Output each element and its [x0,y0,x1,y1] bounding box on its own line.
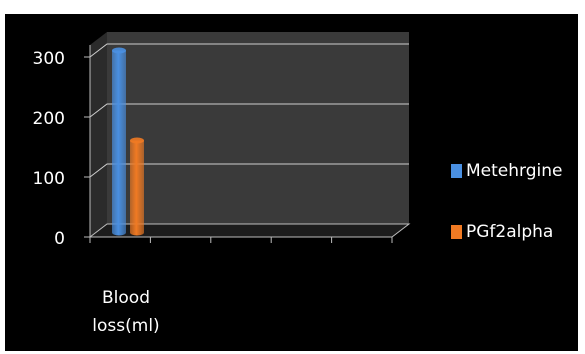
legend-item-pgf2alpha: PGf2alpha [451,220,562,244]
chart-plot: 0 100 200 300 [33,32,411,249]
gridline-300 [89,43,409,58]
gridline-200 [89,103,409,118]
legend-swatch-pgf2alpha [451,225,462,239]
bar-pgf2alpha [130,140,144,236]
legend-label-metehrgine: Metehrgine [466,161,563,181]
y-tick-label-300: 300 [33,49,65,69]
bar-top-pgf2alpha [130,137,144,144]
category-label-line-2: loss(ml) [92,316,160,336]
legend-item-metehrgine: Metehrgine [451,159,562,183]
legend-label-pgf2alpha: PGf2alpha [466,222,554,242]
bar-top-metehrgine [112,47,126,54]
y-tick-label-0: 0 [54,229,65,249]
gridline-100 [89,163,409,178]
plot-side-wall [90,32,107,237]
legend-swatch-metehrgine [451,164,462,178]
plot-back-wall [107,32,409,224]
y-tick-label-200: 200 [33,109,65,129]
bar-metehrgine [112,50,127,236]
y-tick-label-100: 100 [33,169,65,189]
category-label-line-1: Blood [102,288,150,308]
category-label: Blood loss(ml) [81,284,171,340]
chart-frame: 0 100 200 300 Blood loss(ml) Metehrgine PGf… [5,14,578,351]
legend: Metehrgine PGf2alpha [451,159,562,281]
